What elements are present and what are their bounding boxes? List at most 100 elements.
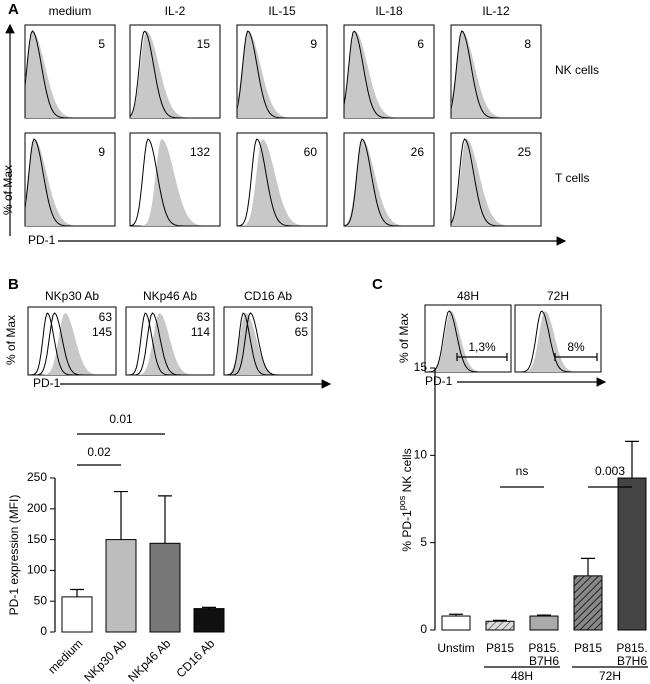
panel-label: B bbox=[8, 276, 19, 293]
error-bar bbox=[114, 490, 128, 540]
y-axis-label-part: % PD-1 bbox=[400, 510, 414, 552]
y-axis-label: % of Max bbox=[4, 315, 18, 365]
x-axis-label: PD-1 bbox=[28, 233, 56, 247]
y-tick-label: 50 bbox=[34, 593, 48, 607]
error-bar bbox=[449, 613, 463, 617]
error-bar bbox=[158, 495, 172, 544]
bar bbox=[485, 620, 515, 631]
error-bar bbox=[537, 614, 551, 617]
histogram-control bbox=[130, 139, 220, 226]
histogram-control bbox=[28, 313, 116, 375]
row-label: NK cells bbox=[555, 63, 599, 77]
column-header: IL-18 bbox=[375, 4, 403, 18]
bar bbox=[193, 608, 225, 633]
histogram-sample bbox=[515, 310, 601, 373]
y-tick-label: 5 bbox=[420, 535, 427, 549]
mfi-value: 26 bbox=[411, 145, 425, 159]
y-axis-label-part: NK cells bbox=[400, 448, 414, 495]
mfi-value: 60 bbox=[304, 145, 318, 159]
x-tick-label: P815 bbox=[574, 641, 602, 655]
column-header: 48H bbox=[457, 289, 479, 303]
x-tick-label: P815. bbox=[616, 641, 647, 655]
column-header: medium bbox=[49, 4, 92, 18]
bar bbox=[617, 477, 647, 631]
panel-label: A bbox=[8, 1, 19, 18]
bar bbox=[105, 539, 137, 633]
histogram-control bbox=[425, 311, 511, 372]
x-tick-label: P815 bbox=[486, 641, 514, 655]
mfi-value: 63 bbox=[295, 310, 309, 324]
y-tick-label: 250 bbox=[27, 470, 47, 484]
column-header: IL-15 bbox=[268, 4, 296, 18]
mfi-value: 6 bbox=[417, 37, 424, 51]
histogram-control bbox=[344, 31, 434, 119]
column-header: NKp30 Ab bbox=[45, 289, 99, 303]
mfi-value: 9 bbox=[98, 145, 105, 159]
x-axis-label: PD-1 bbox=[425, 374, 453, 388]
histogram-control bbox=[25, 139, 115, 226]
histogram-control bbox=[224, 313, 312, 375]
mfi-value: 132 bbox=[190, 145, 210, 159]
y-tick-label: 10 bbox=[414, 448, 428, 462]
panel-label: C bbox=[372, 276, 383, 293]
error-bar bbox=[202, 606, 216, 609]
x-tick-label: B7H6 bbox=[617, 654, 647, 668]
x-tick-label: medium bbox=[45, 636, 85, 676]
mfi-value: 9 bbox=[310, 37, 317, 51]
y-tick-label: 100 bbox=[27, 563, 47, 577]
mfi-value: 63 bbox=[197, 310, 211, 324]
group-label: 72H bbox=[599, 669, 621, 683]
significance-label: 0.02 bbox=[87, 445, 111, 459]
x-tick-label: B7H6 bbox=[529, 654, 559, 668]
bar bbox=[149, 542, 181, 633]
mfi-value: 25 bbox=[518, 145, 532, 159]
x-tick-label: NKp46 Ab bbox=[125, 636, 173, 684]
histogram-control bbox=[515, 311, 601, 372]
y-tick-label: 0 bbox=[420, 622, 427, 636]
histogram-control bbox=[130, 31, 220, 118]
histogram-sample bbox=[126, 312, 214, 376]
x-tick-label: P815. bbox=[528, 641, 559, 655]
histogram-sample bbox=[343, 30, 434, 119]
histogram-sample bbox=[129, 30, 220, 119]
histogram-sample bbox=[450, 138, 541, 227]
histogram-sample bbox=[129, 138, 220, 227]
error-bar bbox=[493, 619, 507, 622]
mfi-value: 5 bbox=[98, 37, 105, 51]
histogram-control bbox=[237, 31, 327, 119]
y-axis-label: % PD-1pos NK cells bbox=[397, 448, 414, 551]
y-tick-label: 0 bbox=[40, 624, 47, 638]
mfi-value: 114 bbox=[191, 325, 210, 339]
mfi-value: 15 bbox=[197, 37, 211, 51]
error-bar bbox=[70, 588, 84, 597]
group-label: 48H bbox=[511, 669, 533, 683]
bar bbox=[61, 596, 93, 633]
y-axis-label: PD-1 expression (MFI) bbox=[7, 495, 21, 616]
histogram-control bbox=[126, 313, 214, 375]
histogram-control bbox=[344, 139, 434, 226]
histogram-sample bbox=[24, 138, 115, 227]
y-tick-label: 15 bbox=[414, 360, 428, 374]
x-tick-label: NKp30 Ab bbox=[81, 636, 129, 684]
x-axis-label: PD-1 bbox=[33, 376, 61, 390]
gate-label: 8% bbox=[567, 340, 585, 354]
x-tick-label: CD16 Ab bbox=[174, 636, 218, 680]
y-axis-label: % of Max bbox=[397, 313, 411, 363]
histogram-sample bbox=[24, 30, 115, 119]
significance-label: 0.003 bbox=[595, 464, 625, 478]
histogram-sample bbox=[236, 30, 327, 119]
column-header: NKp46 Ab bbox=[143, 289, 197, 303]
mfi-value: 65 bbox=[295, 325, 309, 339]
bar bbox=[529, 615, 559, 631]
histogram-control bbox=[237, 139, 327, 226]
histogram-control bbox=[451, 31, 541, 119]
bar bbox=[441, 615, 471, 631]
column-header: CD16 Ab bbox=[244, 289, 292, 303]
gate-label: 1,3% bbox=[468, 340, 496, 354]
histogram-control bbox=[451, 139, 541, 226]
y-axis-label: % of Max bbox=[1, 165, 15, 215]
histogram-sample bbox=[224, 312, 312, 376]
significance-label: ns bbox=[516, 464, 529, 478]
column-header: IL-2 bbox=[165, 4, 186, 18]
